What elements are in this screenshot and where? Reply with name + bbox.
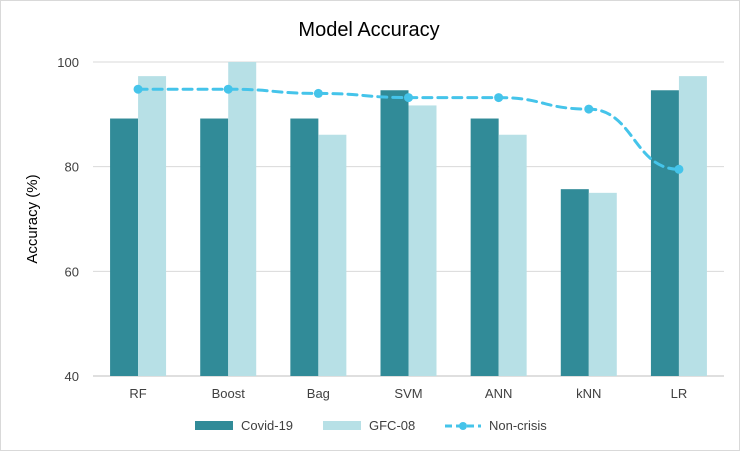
x-tick-label: kNN: [576, 386, 601, 401]
x-tick-label: LR: [671, 386, 688, 401]
non-crisis-point-ann: [494, 93, 504, 103]
bar-covid-19-svm: [380, 90, 409, 376]
bar-gfc-08-lr: [678, 76, 707, 376]
legend-label-gfc-08: GFC-08: [369, 418, 415, 433]
y-tick-label: 100: [57, 55, 79, 70]
y-tick-label: 80: [65, 160, 79, 175]
non-crisis-point-svm: [404, 93, 413, 103]
bar-gfc-08-boost: [228, 62, 257, 376]
legend-swatch-gfc-08: [323, 421, 361, 430]
legend-swatch-covid-19: [195, 421, 233, 430]
non-crisis-point-boost: [223, 84, 233, 94]
bar-gfc-08-bag: [318, 134, 347, 376]
bar-gfc-08-svm: [408, 105, 437, 376]
y-tick-label: 60: [65, 264, 79, 279]
y-tick-label: 40: [65, 369, 79, 384]
x-tick-labels: RF Boost Bag SVM ANN kNN LR: [129, 386, 687, 401]
bar-covid-19-lr: [650, 90, 679, 376]
non-crisis-point-bag: [313, 88, 323, 98]
bar-gfc-08-rf: [138, 76, 167, 376]
x-tick-label: RF: [129, 386, 146, 401]
x-tick-label: ANN: [485, 386, 512, 401]
y-tick-labels: 40 60 80 100: [57, 55, 79, 384]
non-crisis-point-knn: [584, 104, 594, 114]
x-tick-label: Boost: [212, 386, 246, 401]
legend-marker-non-crisis: [459, 422, 467, 430]
bar-covid-19-boost: [200, 118, 229, 377]
non-crisis-line: [133, 84, 684, 174]
bar-covid-19-rf: [110, 118, 139, 377]
legend: Covid-19 GFC-08 Non-crisis: [195, 418, 547, 433]
chart-title: Model Accuracy: [298, 19, 439, 41]
bar-covid-19-ann: [470, 118, 499, 377]
bar-covid-19-knn: [560, 189, 589, 376]
legend-label-covid-19: Covid-19: [241, 418, 293, 433]
non-crisis-point-lr: [674, 164, 684, 174]
x-tick-label: Bag: [307, 386, 330, 401]
x-tick-label: SVM: [394, 386, 422, 401]
bar-covid-19-bag: [290, 118, 319, 377]
y-axis-label: Accuracy (%): [24, 174, 41, 263]
bar-gfc-08-ann: [498, 134, 527, 376]
bars: [110, 62, 707, 377]
non-crisis-point-rf: [133, 84, 143, 94]
bar-gfc-08-knn: [588, 192, 617, 376]
legend-label-non-crisis: Non-crisis: [489, 418, 547, 433]
